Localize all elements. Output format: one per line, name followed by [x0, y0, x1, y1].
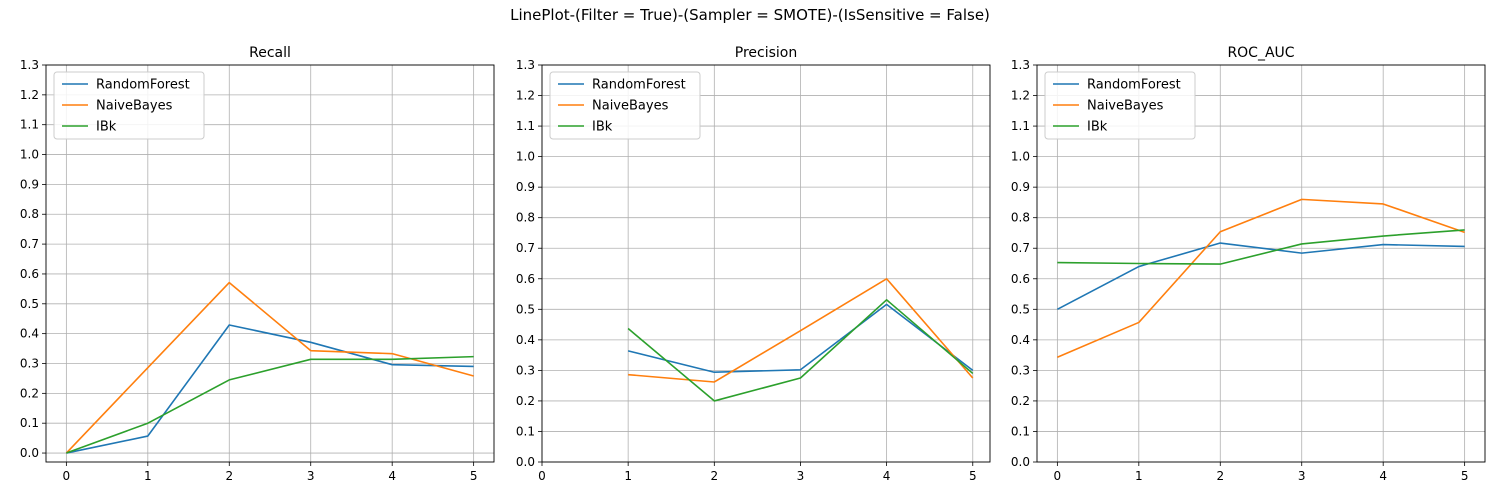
y-tick-label: 0.7 [20, 237, 39, 251]
series-line-randomforest [627, 303, 974, 374]
y-tick-label: 0.5 [1011, 302, 1030, 316]
series-line-ibk [66, 355, 474, 454]
subplot-title: Precision [735, 45, 797, 61]
y-tick-label: 0.6 [20, 267, 39, 281]
y-tick-label: 0.9 [516, 180, 535, 194]
x-tick-label: 1 [144, 469, 152, 483]
y-tick-label: 1.0 [516, 150, 535, 164]
legend: RandomForest NaiveBayes IBk [549, 71, 701, 140]
subplot-title: Recall [249, 45, 291, 61]
y-tick-label: 0.5 [516, 302, 535, 316]
y-tick-label: 1.1 [20, 118, 39, 132]
x-tick-label: 1 [624, 469, 632, 483]
legend-label: IBk [1087, 120, 1108, 135]
legend-label: NaiveBayes [592, 99, 669, 114]
x-tick-label: 1 [1135, 469, 1143, 483]
x-tick-label: 5 [470, 469, 478, 483]
y-tick-label: 0.1 [20, 416, 39, 430]
x-tick-label: 4 [1379, 469, 1387, 483]
series-line-naivebayes [628, 277, 974, 383]
y-tick-label: 0.6 [1011, 272, 1030, 286]
y-tick-label: 0.4 [1011, 333, 1030, 347]
y-tick-label: 0.3 [1011, 363, 1030, 377]
legend-label: RandomForest [96, 78, 190, 93]
legend-label: IBk [96, 120, 117, 135]
axes-frame [45, 64, 495, 463]
x-tick-label: 0 [1054, 469, 1062, 483]
legend-box [1044, 71, 1196, 140]
y-tick-label: 0.2 [1011, 394, 1030, 408]
x-tick-label: 3 [307, 469, 315, 483]
y-tick-label: 0.9 [20, 177, 39, 191]
series-line-randomforest [1056, 242, 1465, 311]
subplot-2: ROC_AUC 0.0 0.1 0.2 0.3 0.4 0.5 0.6 0.7 0.8 0.9 1.0… [1011, 45, 1486, 483]
legend-label: NaiveBayes [1087, 99, 1164, 114]
y-tick-label: 0.6 [516, 272, 535, 286]
y-tick-label: 1.3 [516, 58, 535, 72]
x-tick-label: 3 [1298, 469, 1306, 483]
y-tick-label: 0.0 [516, 455, 535, 469]
axes-frame [1036, 64, 1486, 463]
legend-label: RandomForest [592, 78, 686, 93]
x-tick-label: 0 [538, 469, 546, 483]
x-tick-label: 2 [710, 469, 718, 483]
y-tick-label: 0.5 [20, 297, 39, 311]
y-tick-label: 0.8 [516, 211, 535, 225]
subplot-0: Recall 0.0 0.1 0.2 0.3 0.4 0.5 0.6 0.7 0.8 0.9 1.0 1… [20, 45, 495, 483]
y-tick-label: 0.9 [1011, 180, 1030, 194]
y-tick-label: 0.2 [20, 386, 39, 400]
y-tick-label: 1.3 [1011, 58, 1030, 72]
y-tick-label: 0.8 [1011, 211, 1030, 225]
y-tick-label: 1.0 [1011, 150, 1030, 164]
figure-title: LinePlot-(Filter = True)-(Sampler = SMOT… [510, 6, 990, 24]
x-tick-label: 5 [969, 469, 977, 483]
x-tick-label: 3 [797, 469, 805, 483]
x-tick-label: 2 [1216, 469, 1224, 483]
series-line-naivebayes [65, 281, 474, 454]
y-tick-label: 0.7 [1011, 241, 1030, 255]
y-tick-label: 0.7 [516, 241, 535, 255]
legend: RandomForest NaiveBayes IBk [53, 71, 205, 140]
subplot-title: ROC_AUC [1227, 45, 1294, 61]
x-tick-label: 4 [883, 469, 891, 483]
y-tick-label: 1.3 [20, 58, 39, 72]
x-tick-label: 5 [1461, 469, 1469, 483]
y-tick-label: 0.1 [516, 424, 535, 438]
legend-label: RandomForest [1087, 78, 1181, 93]
axes-frame [541, 64, 991, 463]
series-line-ibk [627, 299, 974, 402]
legend-label: NaiveBayes [96, 99, 173, 114]
y-tick-label: 0.8 [20, 207, 39, 221]
y-tick-label: 1.0 [20, 148, 39, 162]
legend-box [549, 71, 701, 140]
series-line-naivebayes [1057, 198, 1465, 358]
y-tick-label: 0.3 [20, 356, 39, 370]
legend-label: IBk [592, 120, 613, 135]
y-tick-label: 0.0 [1011, 455, 1030, 469]
y-tick-label: 0.4 [20, 327, 39, 341]
x-tick-label: 4 [388, 469, 396, 483]
y-tick-label: 0.4 [516, 333, 535, 347]
x-tick-label: 0 [63, 469, 71, 483]
y-tick-label: 0.1 [1011, 424, 1030, 438]
x-tick-label: 2 [225, 469, 233, 483]
y-tick-label: 1.2 [516, 89, 535, 103]
y-tick-label: 1.1 [1011, 119, 1030, 133]
subplot-1: Precision 0.0 0.1 0.2 0.3 0.4 0.5 0.6 0.7 0.8 0.9 1… [516, 45, 991, 483]
y-tick-label: 0.3 [516, 363, 535, 377]
y-tick-label: 0.2 [516, 394, 535, 408]
y-tick-label: 1.1 [516, 119, 535, 133]
y-tick-label: 1.2 [20, 88, 39, 102]
legend-box [53, 71, 205, 140]
series-line-ibk [1057, 229, 1465, 265]
series-line-randomforest [66, 324, 474, 454]
y-tick-label: 1.2 [1011, 89, 1030, 103]
legend: RandomForest NaiveBayes IBk [1044, 71, 1196, 140]
y-tick-label: 0.0 [20, 446, 39, 460]
